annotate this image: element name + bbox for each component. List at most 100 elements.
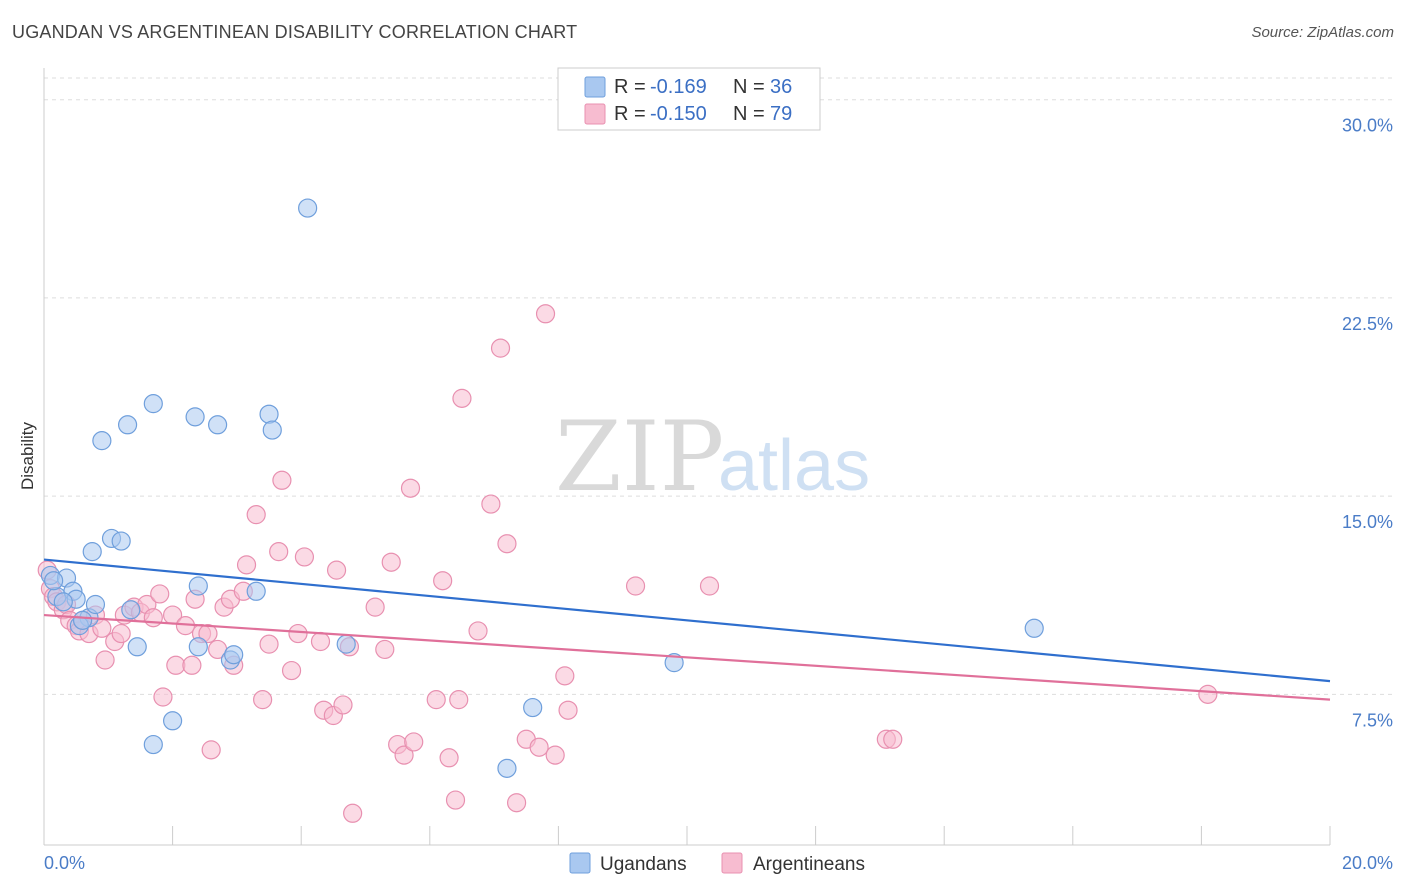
ugandans-point-34 bbox=[53, 592, 73, 612]
argentineans-point-40 bbox=[269, 542, 289, 562]
argentineans-point-41 bbox=[272, 470, 292, 490]
argentineans-point-72 bbox=[535, 304, 556, 324]
bottom-legend-ugandans: Ugandans bbox=[600, 854, 687, 875]
argentineans-point-64 bbox=[452, 388, 472, 408]
argentineans-point-61 bbox=[439, 748, 459, 768]
argentineans-point-26 bbox=[182, 655, 202, 675]
x-axis-ticks bbox=[43, 826, 1331, 845]
ugandans-point-16 bbox=[143, 734, 163, 755]
argentineans-point-39 bbox=[259, 634, 279, 654]
argentineans-point-49 bbox=[333, 695, 353, 715]
argentineans-point-52 bbox=[365, 597, 385, 617]
stats-legend: R = -0.169 N = 36 R = -0.150 N = 79 bbox=[557, 67, 821, 131]
ugandans-point-31 bbox=[664, 653, 684, 673]
argentineans-point-79 bbox=[883, 729, 903, 749]
ugandans-point-26 bbox=[262, 420, 282, 440]
argentineans-point-68 bbox=[497, 534, 517, 554]
argentineans-point-53 bbox=[375, 639, 395, 660]
legend-ugandans-r-value: -0.169 bbox=[650, 76, 707, 98]
ugandans-point-29 bbox=[497, 758, 517, 778]
argentineans-point-63 bbox=[449, 690, 469, 710]
argentineans-point-60 bbox=[433, 571, 453, 591]
ugandans-point-18 bbox=[185, 407, 205, 427]
argentineans-trend-line bbox=[43, 613, 1331, 701]
argentineans-point-36 bbox=[236, 555, 257, 575]
y-axis-label: Disability bbox=[18, 421, 37, 490]
bottom-legend-argentineans: Argentineans bbox=[753, 854, 865, 875]
argentineans-point-37 bbox=[246, 505, 266, 525]
argentineans-point-42 bbox=[281, 660, 302, 681]
legend-ugandans-n-label: N = bbox=[733, 76, 765, 98]
y-tick-label-3: 30.0% bbox=[1342, 116, 1393, 136]
argentineans-point-62 bbox=[445, 790, 466, 810]
argentineans-point-66 bbox=[481, 494, 501, 514]
ugandans-point-20 bbox=[188, 637, 208, 657]
legend-argentineans-r-value: -0.150 bbox=[650, 103, 707, 125]
ugandans-point-30 bbox=[523, 697, 543, 718]
argentineans-point-44 bbox=[294, 547, 315, 567]
ugandans-point-17 bbox=[163, 711, 183, 731]
y-tick-label-1: 15.0% bbox=[1342, 512, 1393, 532]
chart-title: UGANDAN VS ARGENTINEAN DISABILITY CORREL… bbox=[12, 22, 578, 42]
ugandans-point-21 bbox=[208, 415, 228, 435]
argentineans-point-80 bbox=[1198, 684, 1218, 704]
legend-swatch-ugandans bbox=[584, 76, 606, 98]
ugandans-point-28 bbox=[336, 634, 356, 654]
watermark-zip: ZIP bbox=[555, 401, 724, 513]
argentineans-point-21 bbox=[150, 584, 170, 604]
argentineans-point-59 bbox=[426, 690, 446, 710]
legend-ugandans-r-label: R = bbox=[614, 76, 646, 98]
y-tick-label-0: 7.5% bbox=[1352, 710, 1393, 730]
ugandans-point-11 bbox=[111, 531, 131, 551]
argentineans-point-58 bbox=[400, 478, 421, 498]
argentineans-point-38 bbox=[253, 690, 273, 710]
argentineans-point-24 bbox=[166, 655, 186, 675]
ugandans-point-8 bbox=[82, 542, 102, 562]
ugandans-point-33 bbox=[44, 571, 64, 591]
argentineans-point-75 bbox=[558, 700, 578, 720]
argentineans-point-77 bbox=[699, 576, 720, 596]
series-legend: Ugandans Argentineans bbox=[569, 852, 865, 875]
argentineans-point-67 bbox=[490, 338, 511, 358]
ugandans-point-19 bbox=[188, 576, 208, 596]
ugandans-point-14 bbox=[127, 637, 147, 657]
trend-lines bbox=[43, 558, 1331, 701]
ugandans-point-9 bbox=[92, 431, 112, 451]
argentineans-point-57 bbox=[404, 732, 424, 752]
ugandans-point-32 bbox=[1024, 618, 1044, 638]
ugandans-points bbox=[40, 198, 1044, 778]
argentineans-point-69 bbox=[507, 793, 527, 813]
argentineans-point-73 bbox=[545, 745, 565, 765]
bottom-legend-swatch-argentineans bbox=[721, 852, 743, 874]
ugandans-point-12 bbox=[117, 415, 138, 435]
argentineans-points bbox=[37, 304, 1218, 823]
chart-source: Source: ZipAtlas.com bbox=[1251, 24, 1394, 41]
ugandans-point-27 bbox=[298, 198, 318, 218]
argentineans-point-20 bbox=[143, 608, 163, 628]
bottom-legend-swatch-ugandans bbox=[569, 852, 591, 874]
argentineans-point-51 bbox=[343, 803, 363, 823]
argentineans-point-76 bbox=[625, 576, 646, 596]
argentineans-point-48 bbox=[326, 560, 347, 580]
legend-argentineans-n-label: N = bbox=[733, 103, 765, 125]
argentineans-point-54 bbox=[381, 552, 401, 572]
argentineans-point-71 bbox=[529, 737, 549, 757]
watermark: ZIP atlas bbox=[555, 401, 870, 513]
watermark-atlas: atlas bbox=[718, 426, 870, 506]
argentineans-point-45 bbox=[310, 631, 331, 652]
argentineans-point-30 bbox=[201, 740, 221, 760]
x-tick-label-min: 0.0% bbox=[44, 853, 85, 873]
legend-argentineans-r-label: R = bbox=[614, 103, 646, 125]
y-tick-label-2: 22.5% bbox=[1342, 314, 1393, 334]
legend-swatch-argentineans bbox=[584, 103, 606, 125]
ugandans-point-24 bbox=[246, 581, 266, 601]
ugandans-point-35 bbox=[72, 610, 93, 630]
argentineans-point-22 bbox=[153, 687, 173, 707]
ugandans-point-15 bbox=[143, 394, 163, 414]
argentineans-point-15 bbox=[111, 623, 131, 644]
argentineans-point-65 bbox=[468, 621, 488, 641]
argentineans-point-13 bbox=[95, 650, 115, 670]
x-tick-label-max: 20.0% bbox=[1342, 853, 1393, 873]
ugandans-point-13 bbox=[121, 600, 141, 620]
